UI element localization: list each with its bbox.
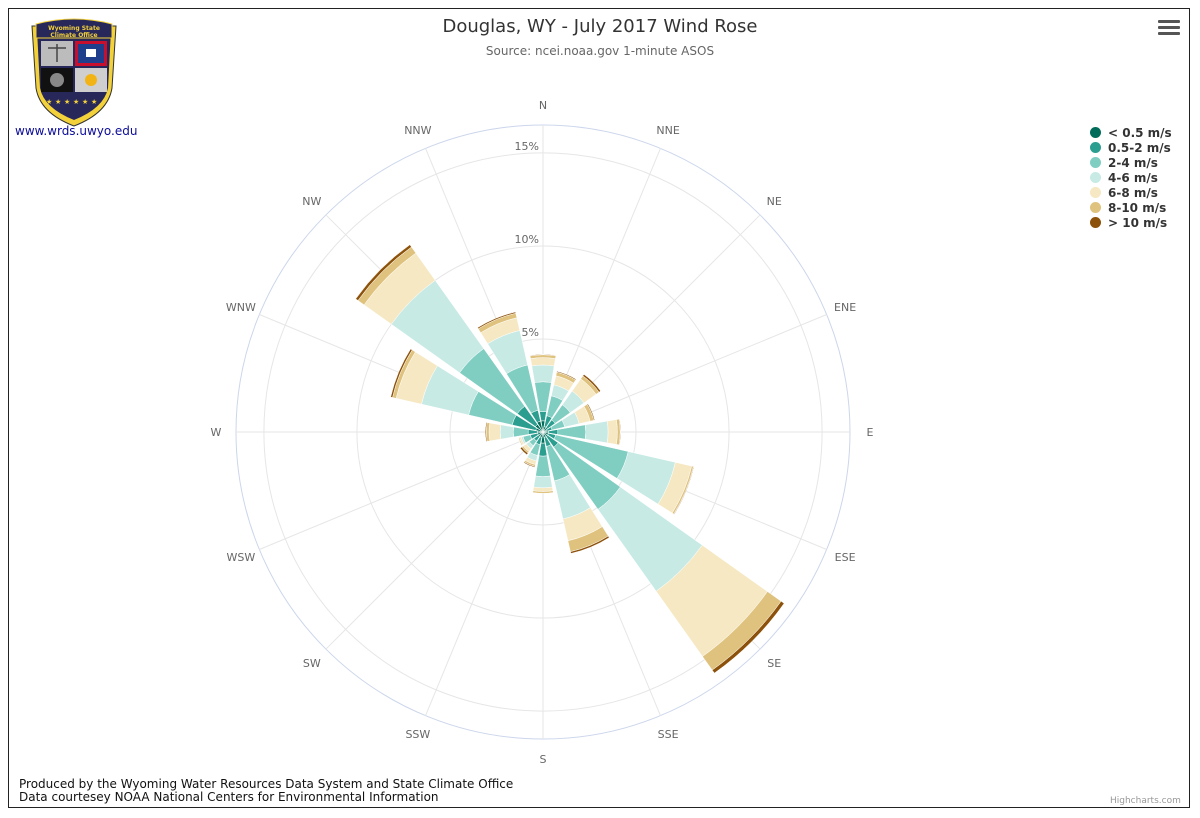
legend-item-4[interactable]: 6-8 m/s [1090,185,1172,200]
sector-S-series-4[interactable] [532,486,554,492]
direction-label-WSW: WSW [227,551,256,564]
sector-NW-series-6[interactable] [355,244,412,301]
direction-label-ESE: ESE [835,551,856,564]
legend-item-3[interactable]: 4-6 m/s [1090,170,1172,185]
sector-S-series-3[interactable] [533,475,553,489]
sector-SW-series-6[interactable] [519,446,529,456]
chart-container [8,8,1190,808]
sector-E-series-3[interactable] [584,420,609,444]
svg-text:Wyoming State: Wyoming State [48,25,100,32]
direction-label-S: S [540,753,547,766]
legend: < 0.5 m/s 0.5-2 m/s 2-4 m/s 4-6 m/s 6-8 m/s 8… [1090,125,1172,230]
sector-ENE-series-6[interactable] [586,403,595,421]
sector-SSW-series-6[interactable] [523,461,536,468]
legend-marker [1090,202,1101,213]
direction-label-W: W [211,426,222,439]
highcharts-credit-link[interactable]: Highcharts.com [1110,796,1181,806]
sector-SSE-series-6[interactable] [570,535,610,554]
direction-label-WNW: WNW [226,301,256,314]
radial-grid-line [425,431,544,716]
legend-label: 0.5-2 m/s [1108,140,1171,155]
footer-line-producer: Produced by the Wyoming Water Resources … [19,777,514,791]
legend-marker [1090,172,1101,183]
direction-label-SSE: SSE [658,728,679,741]
sector-S-series-2[interactable] [535,455,551,477]
sector-NE-series-6[interactable] [582,374,601,393]
svg-text:Climate Office: Climate Office [50,32,97,39]
direction-label-NNE: NNE [656,124,679,137]
legend-label: 8-10 m/s [1108,200,1167,215]
svg-text:★: ★ [91,98,97,106]
direction-label-ENE: ENE [834,301,856,314]
svg-text:★: ★ [64,98,70,106]
chart-title: Douglas, WY - July 2017 Wind Rose [442,16,758,37]
sector-W-series-2[interactable] [512,426,529,438]
legend-item-0[interactable]: < 0.5 m/s [1090,125,1172,140]
sector-S-series-5[interactable] [532,490,554,494]
direction-label-SW: SW [303,657,321,670]
footer-credits: Produced by the Wyoming Water Resources … [19,778,513,804]
hamburger-menu-icon[interactable] [1158,20,1180,40]
legend-marker [1090,127,1101,138]
sector-WSW-series-5[interactable] [518,437,523,446]
radial-tick-label: 5% [522,326,539,339]
legend-item-5[interactable]: 8-10 m/s [1090,200,1172,215]
legend-item-2[interactable]: 2-4 m/s [1090,155,1172,170]
wrds-website-link[interactable]: www.wrds.uwyo.edu [15,124,138,138]
radial-tick-label: 10% [515,233,539,246]
sector-W-series-6[interactable] [485,422,488,442]
sector-E-series-6[interactable] [618,418,622,446]
svg-text:★: ★ [55,98,61,106]
legend-marker [1090,157,1101,168]
svg-text:★: ★ [73,98,79,106]
sector-N-series-6[interactable] [529,353,557,357]
sector-W-series-3[interactable] [499,424,514,440]
direction-label-SE: SE [767,657,781,670]
direction-label-N: N [539,99,547,112]
svg-text:★: ★ [46,98,52,106]
sector-N-series-3[interactable] [531,364,555,383]
chart-subtitle: Source: ncei.noaa.gov 1-minute ASOS [485,44,715,58]
sector-N-series-1[interactable] [539,411,547,422]
sector-W-series-4[interactable] [488,422,502,442]
legend-label: < 0.5 m/s [1108,125,1172,140]
radial-grid-line [259,431,544,550]
radial-grid-line [325,431,544,650]
legend-label: 4-6 m/s [1108,170,1158,185]
sector-SE-series-6[interactable] [711,600,785,674]
legend-label: > 10 m/s [1108,215,1168,230]
sector-ESE-series-6[interactable] [673,466,695,515]
legend-item-6[interactable]: > 10 m/s [1090,215,1172,230]
wyoming-climate-office-shield-logo: Wyoming State Climate Office ★ ★ ★ ★ ★ ★ [31,18,117,127]
direction-label-E: E [867,426,874,439]
legend-label: 2-4 m/s [1108,155,1158,170]
legend-label: 6-8 m/s [1108,185,1158,200]
legend-marker [1090,217,1101,228]
legend-marker [1090,142,1101,153]
direction-label-SSW: SSW [405,728,430,741]
sector-N-series-4[interactable] [530,357,556,367]
legend-item-1[interactable]: 0.5-2 m/s [1090,140,1172,155]
sector-E-series-4[interactable] [606,419,618,445]
sector-WNW-series-6[interactable] [390,348,413,398]
radial-tick-label: 15% [515,140,539,153]
direction-label-NE: NE [767,195,782,208]
sector-NNE-series-6[interactable] [556,370,577,381]
direction-label-NNW: NNW [404,124,431,137]
legend-marker [1090,187,1101,198]
svg-text:★: ★ [82,98,88,106]
footer-line-data-courtesy: Data courtesey NOAA National Centers for… [19,790,439,804]
direction-label-NW: NW [302,195,321,208]
sector-NNW-series-6[interactable] [477,311,517,330]
